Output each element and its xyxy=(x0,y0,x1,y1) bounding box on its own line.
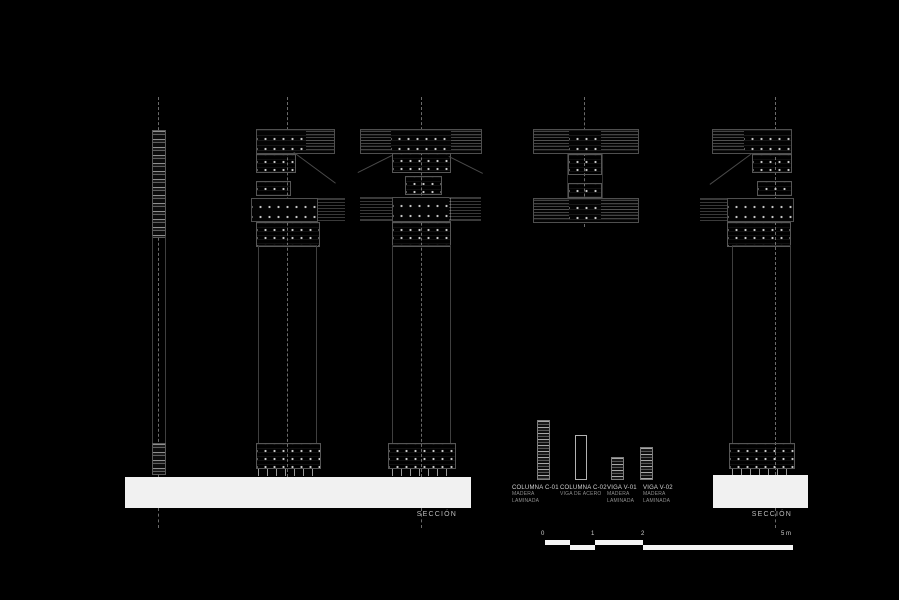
legend-subtitle: MADERA xyxy=(512,491,535,497)
splice-plate xyxy=(256,181,291,196)
legend-item-columna-c02: COLUMNA C-02 VIGA DE ACERO xyxy=(560,485,608,498)
splice-plate xyxy=(405,176,442,195)
centerline-column-center xyxy=(421,97,422,477)
column-c01-splice-bands-top xyxy=(152,130,166,238)
gusset-plate xyxy=(392,153,451,173)
legend-sample-columna-c02 xyxy=(575,435,587,480)
splice-plate xyxy=(568,183,602,198)
splice-plate xyxy=(757,181,792,196)
anchor-bolts xyxy=(258,469,317,476)
legend-title: COLUMNA C-01 xyxy=(512,485,559,491)
diagonal-brace xyxy=(293,152,336,184)
anchor-bolts xyxy=(392,469,451,476)
diagonal-brace-right xyxy=(448,156,483,174)
connection-plate xyxy=(392,222,451,247)
scale-segment xyxy=(545,540,570,545)
legend-title: VIGA V-01 xyxy=(607,485,637,491)
column-left-shaft xyxy=(258,245,317,444)
beam-v01-top-center xyxy=(360,129,482,154)
bolt-group xyxy=(569,200,601,221)
bolt-group xyxy=(569,131,601,152)
centerline-column-c01-below xyxy=(158,508,159,528)
connection-plate xyxy=(256,222,320,247)
diagonal-brace-left xyxy=(357,155,392,174)
base-plate xyxy=(256,443,321,469)
beam-hatch-wing xyxy=(449,197,481,221)
scale-tick-5m: 5 m xyxy=(781,531,792,537)
centerline-column-right-below xyxy=(775,508,776,528)
beam-splice-bottom xyxy=(533,198,639,223)
scale-tick-1: 1 xyxy=(591,531,595,537)
splice-plate xyxy=(752,154,792,173)
anchor-bolts xyxy=(732,469,791,475)
beam-hatch-wing xyxy=(451,131,481,152)
legend-title: COLUMNA C-02 xyxy=(560,485,607,491)
beam-hatch-wing xyxy=(601,200,638,221)
centerline-column-c01 xyxy=(158,97,159,477)
legend-item-viga-v01: VIGA V-01 MADERA LAMINADA xyxy=(607,485,643,506)
legend-sample-viga-v01 xyxy=(611,457,624,480)
diagonal-brace xyxy=(709,153,752,185)
foundation-slab-right xyxy=(713,475,808,508)
column-right-shaft xyxy=(732,245,791,444)
beam-hatch-wing xyxy=(318,198,345,221)
beam-hatch-wing xyxy=(713,131,744,152)
beam-hatch-wing xyxy=(601,131,638,152)
legend-subtitle: LAMINADA xyxy=(607,498,635,505)
beam-hatch-wing xyxy=(534,131,569,152)
connection-plate xyxy=(727,222,791,247)
beam-v02-lower-left xyxy=(251,198,318,222)
base-plate xyxy=(388,443,456,469)
scale-tick-2: 2 xyxy=(641,531,645,537)
legend-item-columna-c01: COLUMNA C-01 MADERA LAMINADA xyxy=(512,485,560,506)
beam-v02-lower-center xyxy=(392,197,451,222)
foundation-slab-left xyxy=(125,477,471,508)
beam-splice-top xyxy=(533,129,639,154)
scale-segment xyxy=(570,545,595,550)
centerline-column-right xyxy=(775,97,776,475)
legend-sample-viga-v02 xyxy=(640,447,653,480)
legend-item-viga-v02: VIGA V-02 MADERA LAMINADA xyxy=(643,485,679,506)
scale-segment xyxy=(643,545,793,550)
beam-hatch-wing xyxy=(361,131,391,152)
column-c01-splice-bands-bottom xyxy=(152,443,166,475)
legend-subtitle: MADERA xyxy=(607,491,630,497)
beam-hatch-wing xyxy=(306,131,334,152)
scale-segment xyxy=(595,540,643,545)
beam-hatch-wing xyxy=(534,200,569,221)
beam-v02-lower-right xyxy=(727,198,794,222)
bolt-group xyxy=(391,131,451,152)
bolt-group xyxy=(257,131,304,152)
beam-hatch-wing xyxy=(360,197,392,221)
base-plate xyxy=(729,443,795,469)
splice-plate xyxy=(256,154,296,173)
legend-title: VIGA V-02 xyxy=(643,485,673,491)
legend-subtitle: LAMINADA xyxy=(512,498,540,505)
beam-hatch-wing xyxy=(700,198,727,221)
legend-subtitle: LAMINADA xyxy=(643,498,671,505)
section-label-right: SECCIÓN xyxy=(751,511,792,518)
scale-tick-0: 0 xyxy=(541,531,545,537)
column-center-shaft xyxy=(392,245,451,444)
column-c01-shaft xyxy=(152,236,166,443)
centerline-column-left xyxy=(287,97,288,477)
section-label-left: SECCIÓN xyxy=(416,511,457,518)
beam-v01-top-right xyxy=(712,129,792,154)
legend-subtitle: VIGA DE ACERO xyxy=(560,491,602,497)
bolt-group xyxy=(744,131,791,152)
legend-sample-columna-c01 xyxy=(537,420,550,480)
splice-plate xyxy=(568,154,602,175)
centerline-column-center-below xyxy=(421,508,422,528)
legend-subtitle: MADERA xyxy=(643,491,666,497)
beam-v01-top-left xyxy=(256,129,335,154)
